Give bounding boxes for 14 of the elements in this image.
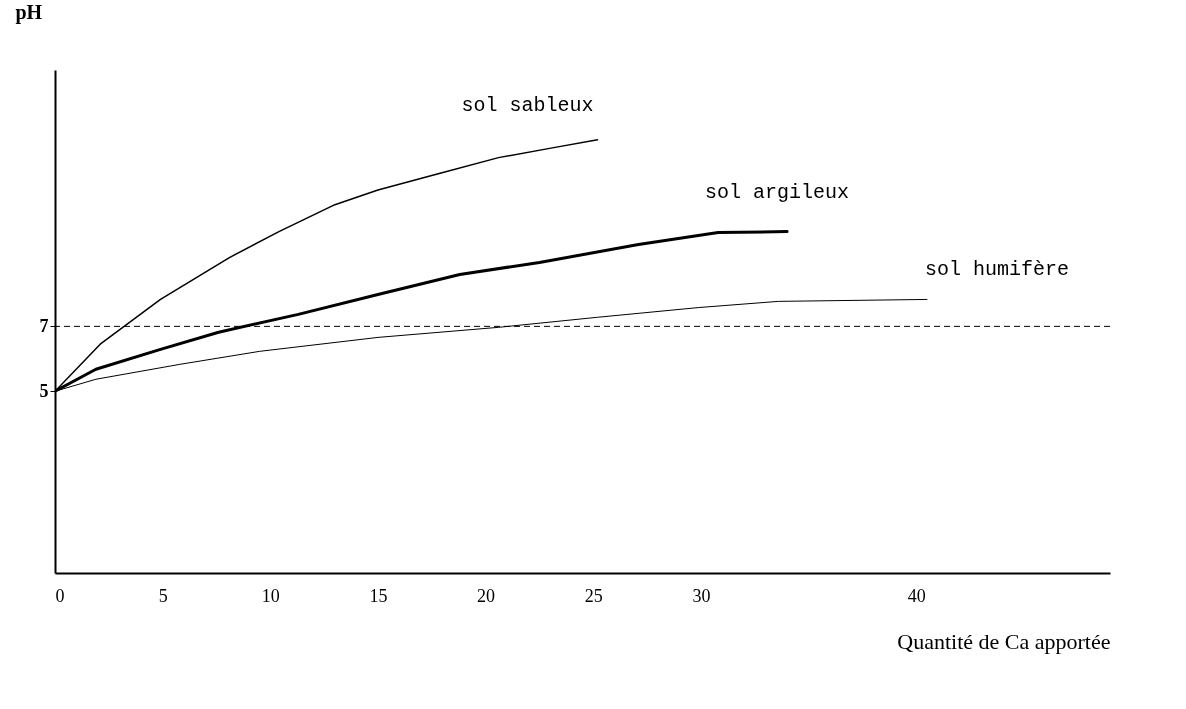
x-tick-label: 0 [55,585,65,606]
x-tick-label: 5 [158,585,168,606]
series-label: sol sableux [461,93,594,117]
x-tick-label: 30 [692,585,711,606]
y-tick-label: 7 [39,315,49,336]
y-axis-title: pH [15,0,43,24]
x-tick-label: 15 [369,585,388,606]
series-label: sol humifère [924,258,1070,282]
x-axis-title: Quantité de Ca apportée [897,628,1111,654]
series-label: sol argileux [705,180,850,204]
x-tick-label: 25 [584,585,603,606]
x-tick-label: 10 [261,585,280,606]
x-tick-label: 40 [907,585,926,606]
x-tick-label: 20 [477,585,496,606]
